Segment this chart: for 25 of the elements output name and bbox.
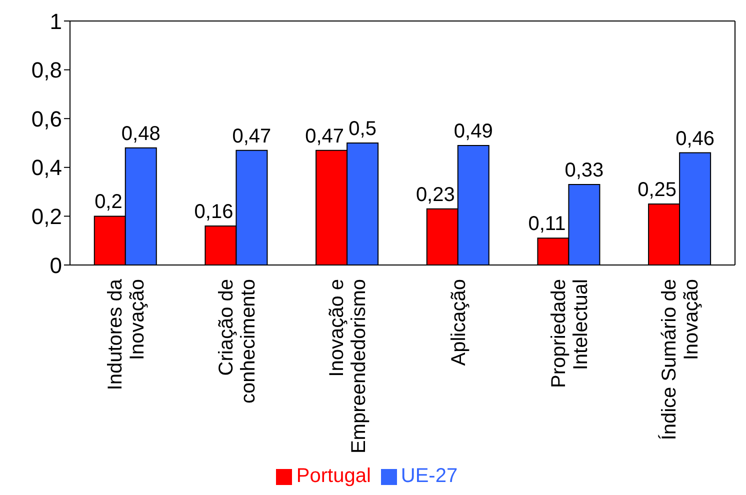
data-label: 0,23 [416,184,455,206]
data-label: 0,33 [564,159,604,182]
y-tick-label: 0,8 [31,58,62,83]
x-tick-label: Propriedade Intelectual [548,279,592,388]
y-tick-label: 0 [50,252,62,278]
x-tick-label: Indutores da Inovação [104,278,148,390]
legend-label: Portugal [296,465,371,487]
y-tick-label: 1 [50,8,62,34]
data-label: 0,47 [232,125,272,148]
x-tick-label: Índice Sumário de Inovação [658,279,703,440]
data-label: 0,49 [454,120,493,142]
data-label: 0,11 [528,213,566,236]
data-label: 0,25 [638,179,677,201]
y-tick-label: 0,4 [31,155,62,180]
data-label: 0,2 [94,191,122,214]
data-label: 0,46 [676,128,715,150]
y-tick-label: 0,2 [31,204,62,230]
legend-label: UE-27 [400,465,458,487]
data-label: 0,16 [194,200,234,223]
x-tick-label: Aplicação [448,279,470,366]
x-tick-label: Criação de conhecimento [215,279,260,404]
y-tick-label: 0,6 [31,106,62,132]
data-label: 0,47 [305,125,344,148]
data-label: 0,48 [121,122,160,145]
data-label: 0,5 [348,118,376,140]
